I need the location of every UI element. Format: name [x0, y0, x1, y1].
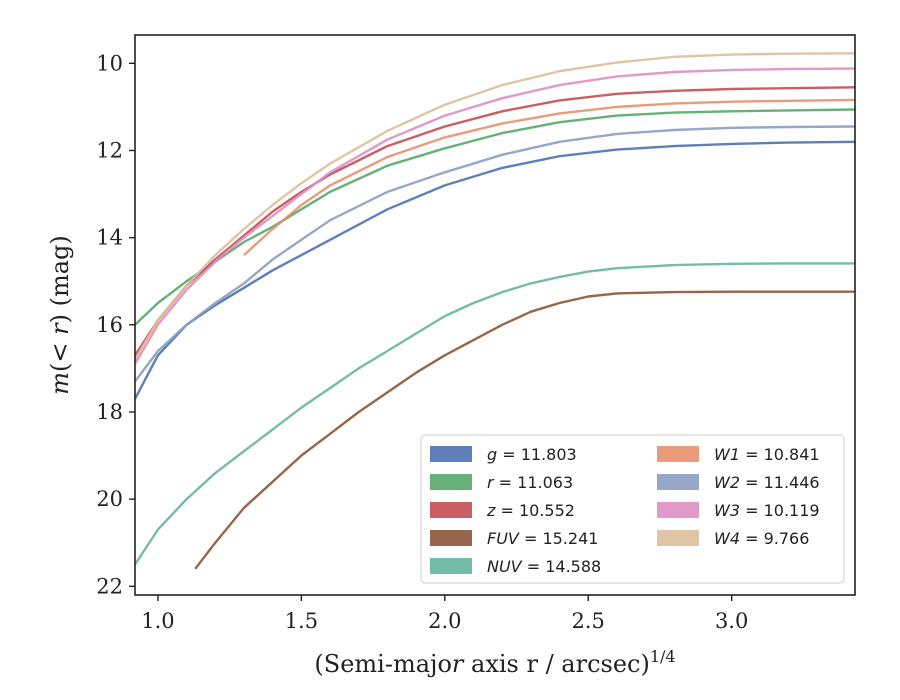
curve-w2 — [135, 125, 855, 383]
legend-label-w1: W1 = 10.841 — [714, 445, 820, 464]
x-tick-label: 2.5 — [572, 609, 605, 633]
curve-w3 — [135, 67, 855, 365]
y-tick-label: 12 — [96, 138, 123, 162]
x-tick-label: 2.0 — [428, 609, 461, 633]
legend-label-g: g = 11.803 — [487, 445, 577, 464]
y-tick-label: 10 — [96, 51, 123, 75]
legend-swatch-z — [430, 502, 472, 518]
legend-box — [420, 434, 845, 584]
legend-swatch-g — [430, 446, 472, 462]
y-tick-label: 16 — [96, 313, 123, 337]
legend-label-w2: W2 = 11.446 — [714, 473, 820, 492]
legend-swatch-w3 — [657, 502, 699, 518]
y-tick-label: 14 — [96, 226, 123, 250]
y-axis-label: m(< r) (mag) — [46, 235, 74, 395]
legend-swatch-nuv — [430, 558, 472, 574]
legend-label-z: z = 10.552 — [486, 501, 575, 520]
curve-w1 — [243, 98, 855, 256]
curve-z — [135, 86, 855, 356]
legend-swatch-fuv — [430, 530, 472, 546]
x-tick-label: 1.5 — [285, 609, 318, 633]
y-tick-label: 22 — [96, 574, 123, 598]
legend-swatch-w1 — [657, 446, 699, 462]
x-tick-label: 1.0 — [141, 609, 174, 633]
legend: g = 11.803 r = 11.063 z = 10.552 FUV = 15.2… — [420, 434, 845, 584]
legend-label-fuv: FUV = 15.241 — [487, 529, 598, 548]
legend-label-w3: W3 = 10.119 — [714, 501, 820, 520]
legend-label-r: r = 11.063 — [487, 473, 573, 492]
plot-frame — [134, 34, 856, 596]
y-axis: 10 12 14 16 18 20 22 — [96, 51, 135, 598]
curve-fuv — [194, 290, 855, 570]
series-curves — [135, 52, 855, 570]
x-axis: 1.0 1.5 2.0 2.5 3.0 — [141, 595, 748, 633]
legend-swatch-w2 — [657, 474, 699, 490]
legend-label-nuv: NUV = 14.588 — [487, 557, 601, 576]
y-tick-label: 18 — [96, 400, 123, 424]
legend-swatch-r — [430, 474, 472, 490]
x-tick-label: 3.0 — [715, 609, 748, 633]
y-tick-label: 20 — [96, 487, 123, 511]
curve-nuv — [135, 262, 855, 566]
curve-g — [135, 140, 855, 400]
curve-w4 — [135, 52, 855, 361]
legend-swatch-w4 — [657, 530, 699, 546]
x-axis-label: (Semi-major axis r / arcsec)1/4 — [314, 647, 675, 678]
legend-label-w4: W4 = 9.766 — [714, 529, 809, 548]
